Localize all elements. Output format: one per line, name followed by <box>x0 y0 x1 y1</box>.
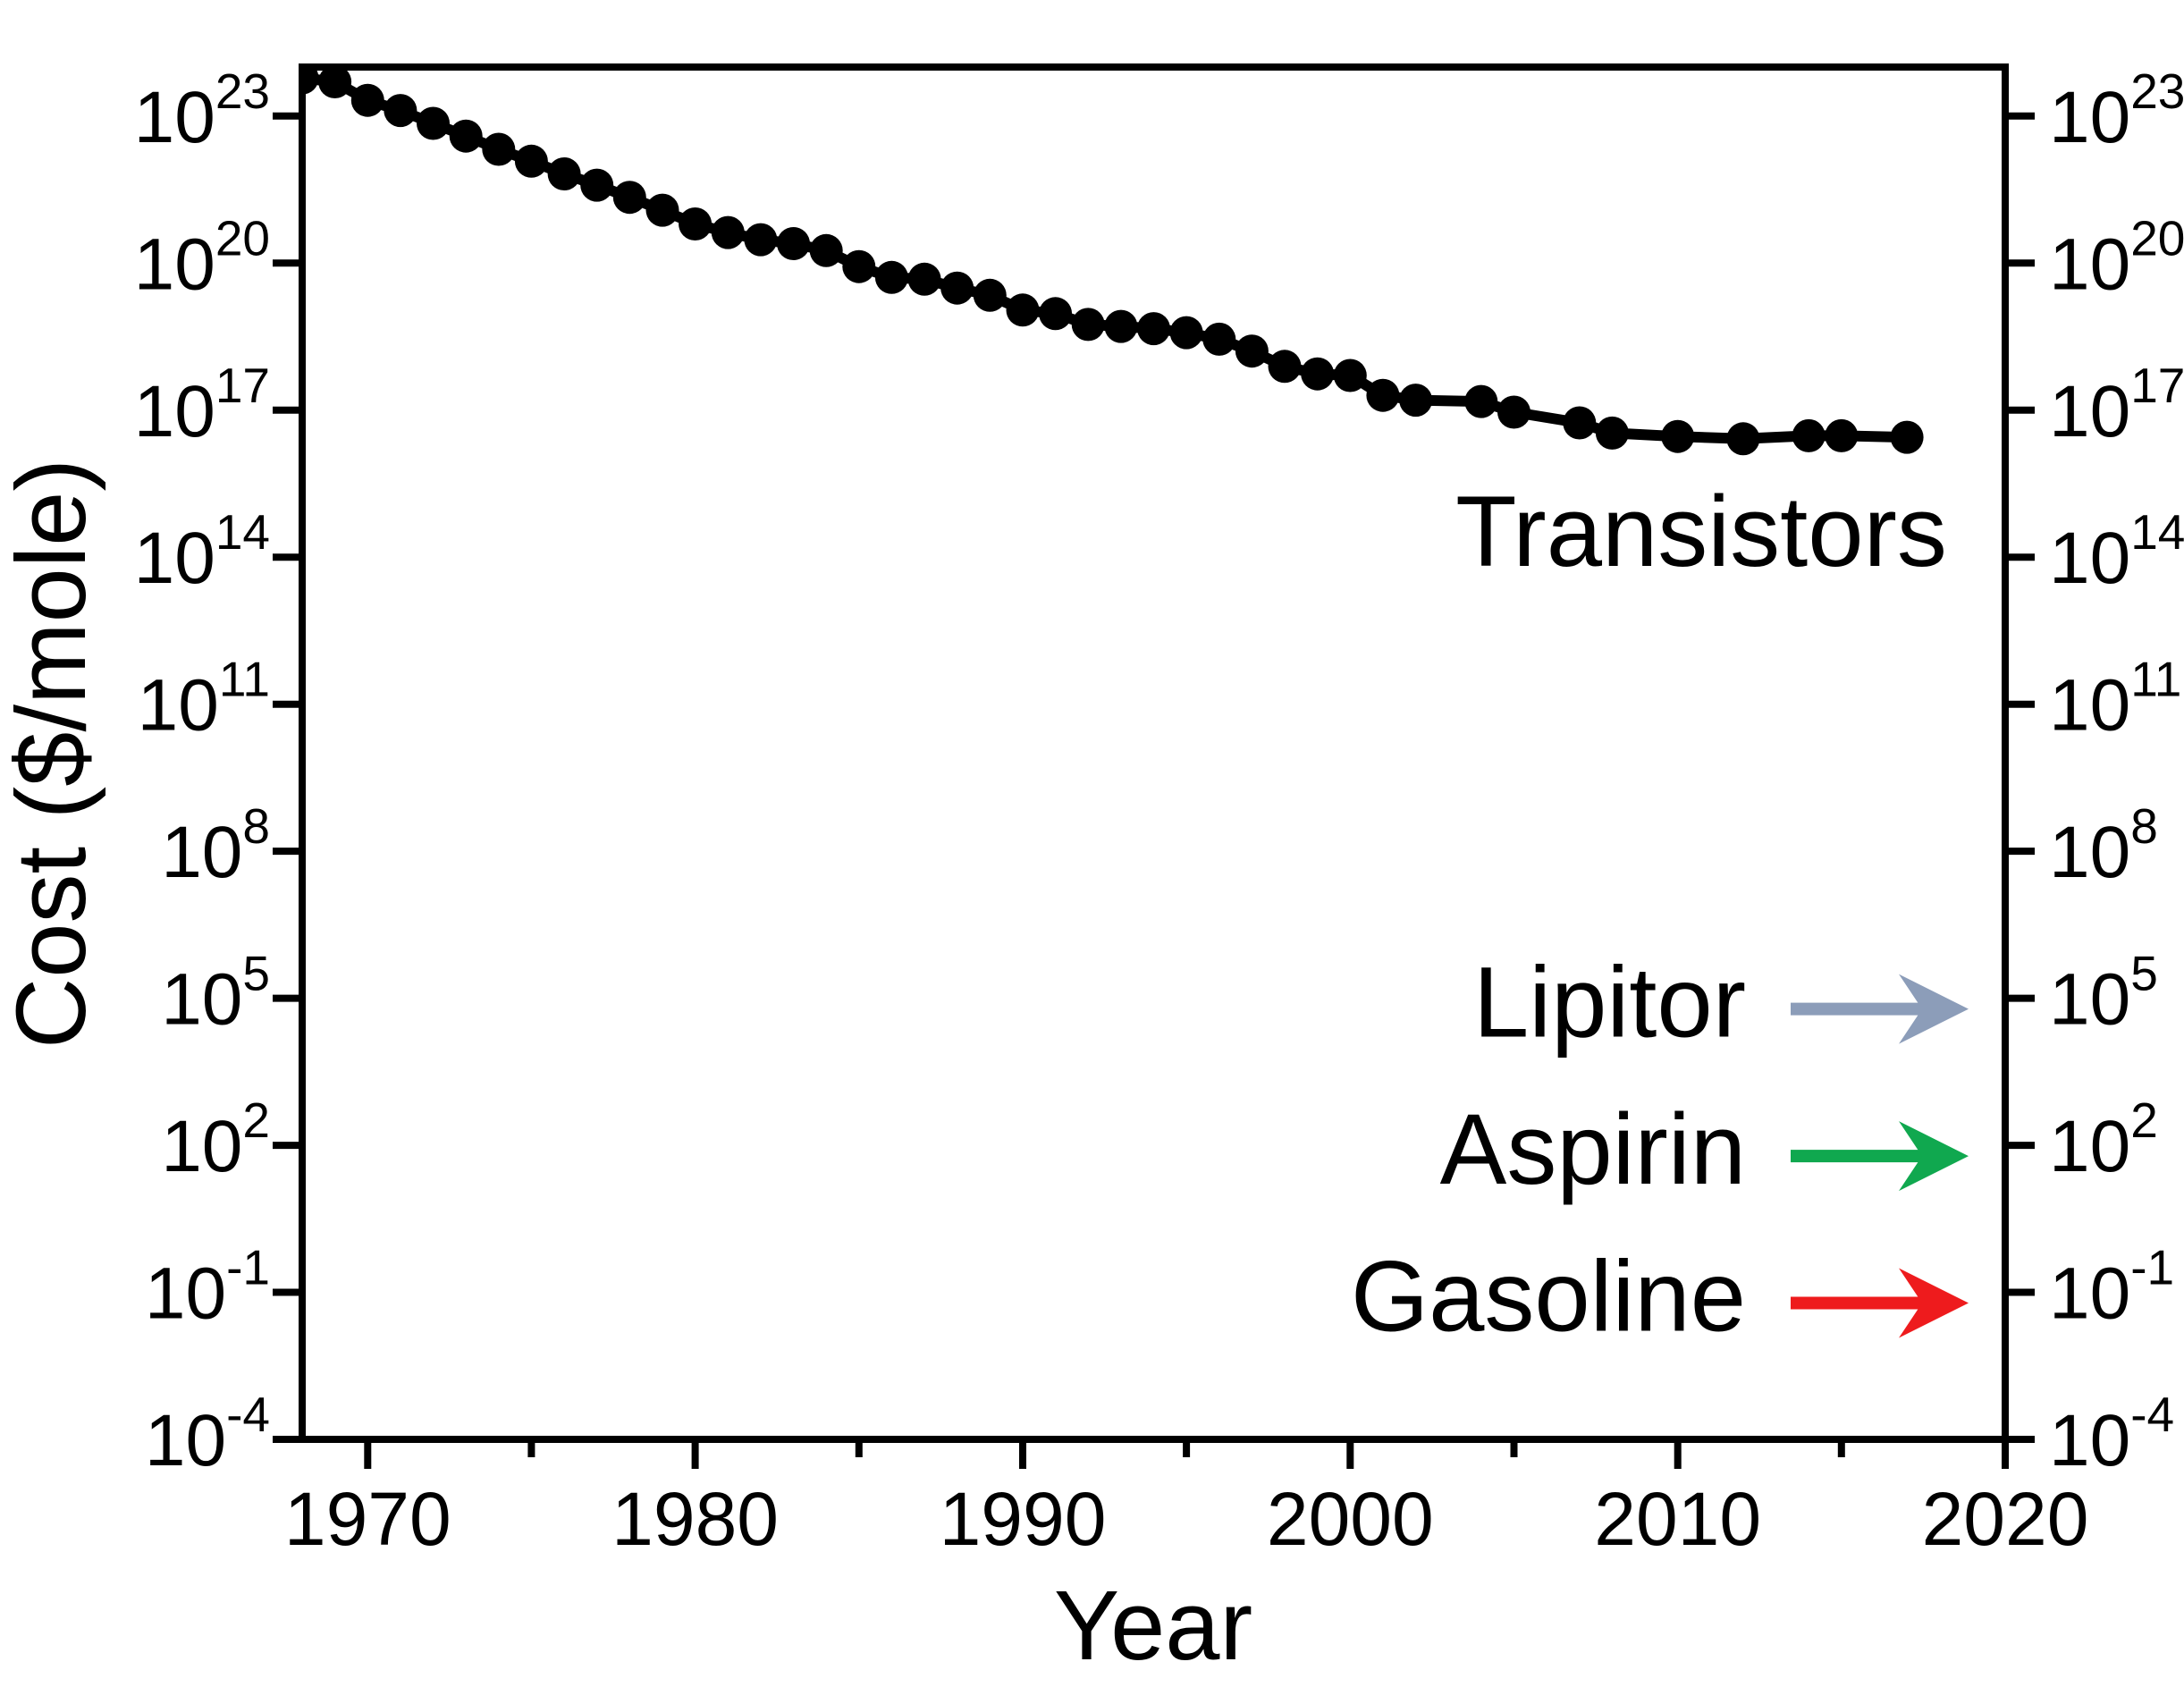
reference-arrow-head <box>1899 1121 1969 1192</box>
data-point <box>645 193 679 227</box>
data-point <box>1268 350 1302 384</box>
data-point <box>482 132 516 166</box>
data-point <box>679 207 713 240</box>
reference-arrow-head <box>1899 1268 1969 1338</box>
x-tick-label: 2010 <box>1594 1477 1761 1561</box>
transistor-cost-line <box>302 72 1913 444</box>
y-tick-label-left: 108 <box>161 798 270 893</box>
data-point <box>842 249 876 283</box>
data-point <box>1825 418 1859 452</box>
y-tick-label-left: 102 <box>161 1092 270 1187</box>
data-point <box>744 223 778 257</box>
y-tick-label-left: 1017 <box>134 358 270 452</box>
series-layer <box>302 67 1924 456</box>
data-point <box>1301 357 1335 391</box>
data-point <box>907 262 941 296</box>
data-point <box>302 67 319 95</box>
data-point <box>1661 419 1695 453</box>
data-point <box>1366 378 1400 412</box>
reference-arrow-shaft <box>1791 1150 1922 1163</box>
tick-label-layer: 1970 1980 1990 2000 2010 2020 1023 1023 1020 1020… <box>134 63 2184 1561</box>
y-tick-label-right: 1011 <box>2049 652 2181 746</box>
reference-label-aspirin: Aspirin <box>1440 1093 1746 1205</box>
data-point <box>449 119 483 153</box>
data-point <box>1071 308 1105 342</box>
y-tick-label-right: 1020 <box>2049 210 2184 305</box>
data-point <box>1563 406 1597 440</box>
y-tick-label-left: 105 <box>161 946 270 1041</box>
reference-label-lipitor: Lipitor <box>1473 947 1746 1059</box>
data-point <box>1497 395 1530 429</box>
y-tick-label-right: 102 <box>2049 1092 2158 1187</box>
y-tick-label-left: 1014 <box>134 504 270 599</box>
reference-label-gasoline: Gasoline <box>1351 1241 1746 1353</box>
y-tick-label-right: 10-4 <box>2049 1387 2174 1481</box>
data-point <box>1595 416 1629 450</box>
data-point <box>384 94 417 128</box>
data-point <box>874 260 908 294</box>
data-point <box>318 67 352 98</box>
data-point <box>711 215 745 249</box>
data-point <box>1464 384 1498 418</box>
plot-border <box>299 63 2009 1443</box>
data-point <box>580 168 614 202</box>
data-point <box>1169 316 1203 350</box>
data-point <box>1890 420 1924 454</box>
series-label-transistors: Transistors <box>1455 476 1947 587</box>
reference-arrow-head <box>1899 974 1969 1044</box>
data-point <box>1104 309 1138 343</box>
data-point <box>417 106 450 140</box>
x-tick-label: 2020 <box>1922 1477 2089 1561</box>
data-point <box>1726 422 1760 456</box>
annotation-layer: Transistors Lipitor Aspirin Gasoline <box>1351 476 1969 1353</box>
reference-arrow-shaft <box>1791 1002 1922 1016</box>
data-point <box>1039 297 1073 331</box>
y-tick-label-left: 1023 <box>134 63 270 158</box>
x-tick-label: 1990 <box>940 1477 1107 1561</box>
reference-arrow-shaft <box>1791 1296 1922 1310</box>
y-tick-label-left: 10-1 <box>145 1240 270 1335</box>
data-point <box>1006 293 1040 327</box>
y-tick-label-left: 1020 <box>134 210 270 305</box>
y-tick-label-left: 10-4 <box>145 1387 270 1481</box>
y-axis-title: Cost ($/mole) <box>0 459 106 1049</box>
axes-frame-layer <box>299 63 2009 1443</box>
x-tick-label: 1970 <box>284 1477 451 1561</box>
tick-layer <box>273 112 2035 1469</box>
data-point <box>1202 322 1236 356</box>
data-point <box>940 271 974 305</box>
y-tick-label-right: 1023 <box>2049 63 2184 158</box>
y-tick-label-right: 1014 <box>2049 504 2184 599</box>
data-point <box>809 233 843 267</box>
data-point <box>514 144 548 178</box>
y-tick-label-right: 108 <box>2049 798 2158 893</box>
y-tick-label-left: 1011 <box>138 652 270 746</box>
data-point <box>1399 384 1433 418</box>
x-tick-label: 1980 <box>611 1477 779 1561</box>
data-point <box>547 157 581 190</box>
data-point <box>350 83 384 117</box>
x-tick-label: 2000 <box>1267 1477 1434 1561</box>
y-tick-label-right: 10-1 <box>2049 1240 2174 1335</box>
data-point <box>1333 358 1367 392</box>
data-point <box>973 278 1007 312</box>
y-tick-label-right: 105 <box>2049 946 2158 1041</box>
data-point <box>1792 418 1826 452</box>
data-point <box>612 181 646 215</box>
data-point <box>777 227 810 260</box>
y-tick-label-right: 1017 <box>2049 358 2184 452</box>
data-point <box>1235 334 1269 368</box>
data-point <box>1137 312 1170 346</box>
x-axis-title: Year <box>1054 1571 1252 1681</box>
